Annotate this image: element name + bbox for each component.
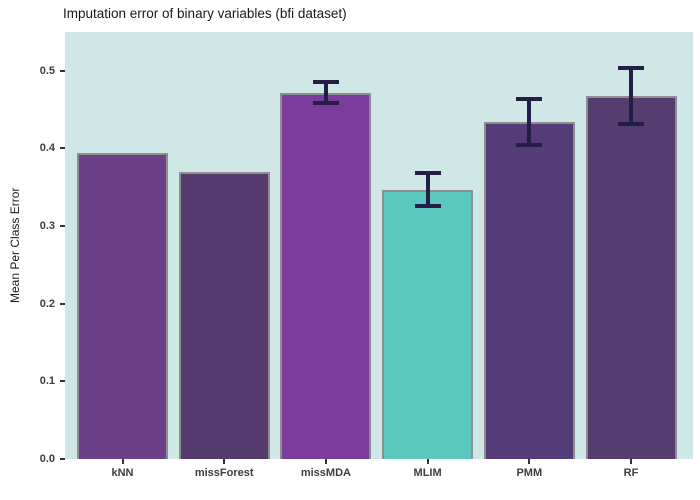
bar-MLIM xyxy=(382,189,474,459)
plot-panel xyxy=(65,32,693,459)
y-tick-label-0.0: 0.0 xyxy=(39,453,55,465)
y-tick-label-0.3: 0.3 xyxy=(39,220,55,233)
errorbar-top-cap-missMDA xyxy=(312,79,339,84)
x-tick-label-MLIM: MLIM xyxy=(413,467,442,479)
y-tick-label-0.4: 0.4 xyxy=(39,142,55,155)
y-axis-title: Mean Per Class Error xyxy=(8,187,22,304)
y-tick-label-0.1: 0.1 xyxy=(39,375,55,388)
y-tick-label-0.5: 0.5 xyxy=(39,64,55,77)
x-tick-label-PMM: PMM xyxy=(516,467,543,479)
x-tick-MLIM xyxy=(426,459,429,464)
bar-missMDA xyxy=(280,93,372,459)
y-tick-0.4 xyxy=(60,147,65,150)
errorbar-line-missMDA xyxy=(323,79,328,105)
x-tick-missMDA xyxy=(324,459,327,464)
errorbar-top-cap-PMM xyxy=(516,96,543,101)
bar-RF xyxy=(585,95,677,459)
errorbar-bottom-cap-missMDA xyxy=(312,100,339,105)
x-tick-PMM xyxy=(528,459,531,464)
bar-kNN xyxy=(77,153,168,459)
errorbar-line-MLIM xyxy=(425,171,430,208)
y-tick-0.0 xyxy=(60,458,65,460)
y-tick-0.1 xyxy=(60,380,65,383)
y-tick-label-0.2: 0.2 xyxy=(39,297,55,310)
x-tick-label-kNN: kNN xyxy=(111,467,134,479)
chart-title: Imputation error of binary variables (bf… xyxy=(63,6,347,21)
x-tick-RF xyxy=(630,459,632,464)
y-tick-0.5 xyxy=(60,69,65,72)
errorbar-bottom-cap-RF xyxy=(618,122,644,127)
errorbar-top-cap-MLIM xyxy=(414,171,441,176)
x-tick-kNN xyxy=(121,459,124,464)
errorbar-top-cap-RF xyxy=(618,65,644,70)
x-tick-missForest xyxy=(223,459,226,464)
errorbar-line-PMM xyxy=(527,96,532,148)
y-tick-0.3 xyxy=(60,225,65,228)
errorbar-line-RF xyxy=(629,65,633,127)
errorbar-bottom-cap-MLIM xyxy=(414,203,441,208)
bar-PMM xyxy=(483,122,575,459)
x-tick-label-RF: RF xyxy=(623,467,639,479)
x-tick-label-missMDA: missMDA xyxy=(300,467,351,479)
errorbar-bottom-cap-PMM xyxy=(516,143,543,148)
bar-missForest xyxy=(178,171,270,459)
x-tick-label-missForest: missForest xyxy=(194,467,254,479)
y-tick-0.2 xyxy=(60,302,65,305)
